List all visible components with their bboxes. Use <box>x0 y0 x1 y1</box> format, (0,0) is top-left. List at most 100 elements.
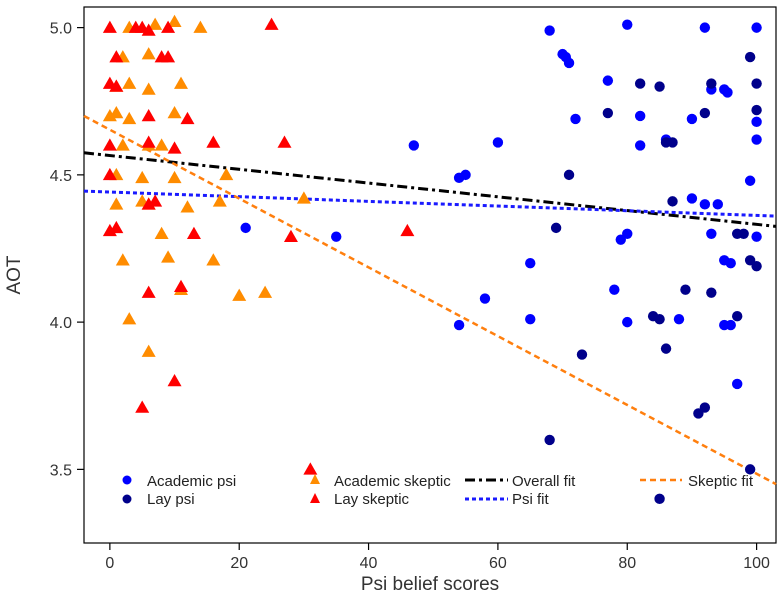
x-tick-label: 20 <box>230 555 248 572</box>
point-lay-skeptic <box>109 79 124 92</box>
y-tick-label: 3.5 <box>50 462 72 479</box>
point-academic-psi <box>544 25 555 36</box>
point-lay-skeptic <box>206 135 221 148</box>
point-academic-psi <box>634 110 646 122</box>
x-tick-label: 40 <box>360 555 378 572</box>
point-academic-psi <box>622 316 633 328</box>
point-academic-skeptic <box>122 312 137 325</box>
point-academic-skeptic <box>109 197 124 210</box>
point-academic-skeptic <box>167 106 182 119</box>
point-academic-psi <box>751 22 762 33</box>
legend-label-lay-skeptic: Lay skeptic <box>334 491 410 508</box>
point-academic-skeptic <box>167 170 182 184</box>
point-academic-psi <box>622 19 633 30</box>
point-academic-skeptic <box>115 138 130 151</box>
point-lay-skeptic <box>109 220 124 234</box>
point-academic-psi <box>722 87 733 98</box>
point-academic-skeptic <box>206 253 221 266</box>
legend-marker-academic-skeptic <box>310 474 320 484</box>
point-lay-skeptic <box>135 400 150 413</box>
x-tick-label: 100 <box>743 555 770 572</box>
point-lay-psi <box>602 107 614 119</box>
point-academic-psi <box>751 231 762 242</box>
fit-line-psi-fit <box>83 189 777 218</box>
point-academic-skeptic <box>193 20 208 33</box>
point-academic-psi <box>479 293 491 304</box>
point-academic-psi <box>602 75 614 86</box>
point-academic-psi <box>492 137 504 148</box>
y-tick-label: 4.5 <box>50 168 72 185</box>
fit-lines <box>83 114 777 486</box>
point-academic-psi <box>751 116 762 128</box>
point-academic-skeptic <box>141 344 156 357</box>
point-lay-psi <box>667 137 678 148</box>
x-tick-label: 60 <box>489 555 507 572</box>
point-academic-skeptic <box>296 191 311 204</box>
point-lay-psi <box>706 78 717 89</box>
point-lay-skeptic <box>283 229 298 242</box>
point-academic-psi <box>725 258 736 269</box>
point-lay-skeptic <box>102 20 117 33</box>
legend-marker-lay-psi <box>122 494 132 504</box>
legend-label-overall-fit: Overall fit <box>512 473 576 490</box>
point-academic-skeptic <box>148 17 163 30</box>
point-academic-skeptic <box>161 250 176 263</box>
point-academic-skeptic <box>212 194 227 207</box>
point-lay-skeptic <box>167 141 182 154</box>
point-academic-skeptic <box>219 167 234 181</box>
point-academic-skeptic <box>135 170 150 184</box>
point-lay-skeptic <box>167 374 182 387</box>
point-academic-psi <box>453 319 465 331</box>
point-academic-psi <box>706 228 717 239</box>
x-axis: 0 20 40 60 80 100 <box>105 543 770 572</box>
point-lay-skeptic <box>109 50 124 63</box>
point-lay-psi <box>731 311 743 322</box>
point-academic-psi <box>744 175 756 186</box>
point-lay-skeptic <box>161 20 176 33</box>
point-academic-psi <box>725 319 736 331</box>
point-lay-psi <box>699 107 711 119</box>
point-lay-psi <box>706 287 717 298</box>
legend-marker-lay-skeptic <box>310 493 320 503</box>
point-lay-skeptic <box>141 135 156 148</box>
point-academic-skeptic <box>258 285 273 298</box>
point-lay-psi <box>744 464 756 475</box>
point-academic-psi <box>699 199 711 210</box>
point-academic-skeptic <box>141 47 156 60</box>
point-academic-skeptic <box>122 111 137 125</box>
legend-label-lay-psi: Lay psi <box>147 491 195 508</box>
point-academic-psi <box>699 22 711 33</box>
x-tick-label: 80 <box>618 555 636 572</box>
point-academic-psi <box>563 57 575 69</box>
x-tick-label: 0 <box>105 555 114 572</box>
point-lay-skeptic <box>161 50 176 63</box>
point-academic-psi <box>525 258 536 269</box>
point-lay-skeptic <box>141 108 156 122</box>
point-lay-psi <box>634 78 646 89</box>
point-lay-skeptic <box>102 167 117 181</box>
point-academic-psi <box>686 113 698 125</box>
y-tick-label: 4.0 <box>50 315 72 332</box>
point-lay-psi <box>576 349 588 360</box>
point-academic-psi <box>673 313 685 325</box>
fit-line-skeptic-fit <box>83 114 777 486</box>
fit-line-overall-fit <box>83 151 777 228</box>
point-lay-skeptic <box>400 223 415 237</box>
y-axis-label: AOT <box>4 255 25 294</box>
point-academic-psi <box>460 169 471 181</box>
point-lay-psi <box>731 228 743 239</box>
y-axis: 3.5 4.0 4.5 5.0 <box>50 21 84 479</box>
point-lay-skeptic <box>303 462 318 475</box>
legend-marker-academic-psi <box>122 475 132 485</box>
point-lay-psi <box>751 104 762 116</box>
point-lay-psi <box>744 51 756 63</box>
point-lay-psi <box>544 434 555 446</box>
point-academic-psi <box>609 284 620 295</box>
legend-label-skeptic-fit: Skeptic fit <box>688 473 754 490</box>
point-academic-skeptic <box>232 288 247 301</box>
point-academic-skeptic <box>167 14 182 27</box>
point-academic-skeptic <box>180 200 195 213</box>
point-academic-psi <box>408 140 420 151</box>
point-academic-skeptic <box>154 138 169 151</box>
point-lay-psi <box>563 169 575 181</box>
